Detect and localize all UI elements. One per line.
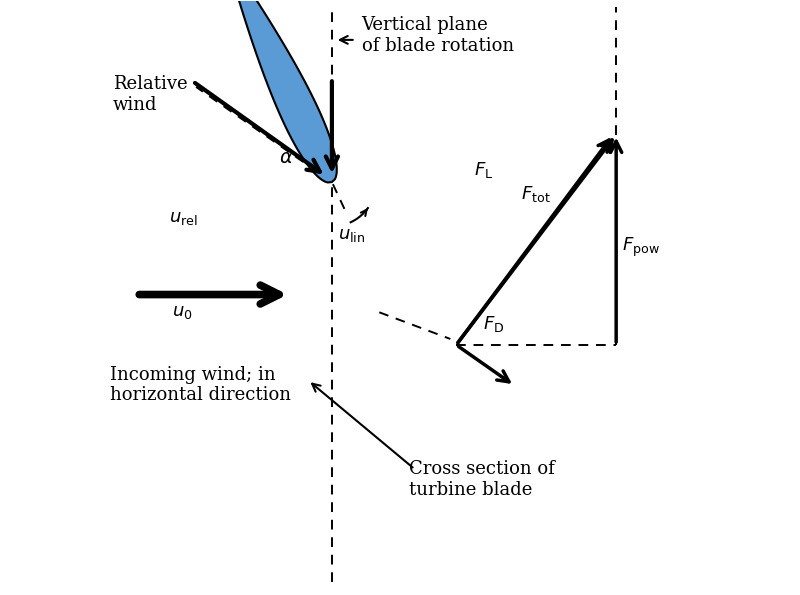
Text: $F_\mathrm{D}$: $F_\mathrm{D}$: [483, 314, 504, 334]
Text: Incoming wind; in
horizontal direction: Incoming wind; in horizontal direction: [110, 365, 291, 405]
Text: $\alpha$: $\alpha$: [278, 149, 293, 167]
Text: $F_\mathrm{tot}$: $F_\mathrm{tot}$: [522, 184, 551, 204]
Text: Vertical plane
of blade rotation: Vertical plane of blade rotation: [362, 16, 514, 55]
Polygon shape: [226, 0, 337, 183]
Text: $u_\mathrm{rel}$: $u_\mathrm{rel}$: [169, 209, 198, 227]
Text: Relative
wind: Relative wind: [113, 76, 187, 114]
Text: $u_0$: $u_0$: [172, 303, 193, 321]
Text: $F_\mathrm{pow}$: $F_\mathrm{pow}$: [622, 236, 660, 259]
Text: $u_\mathrm{lin}$: $u_\mathrm{lin}$: [338, 226, 365, 245]
Text: $F_\mathrm{L}$: $F_\mathrm{L}$: [474, 160, 494, 180]
Text: Cross section of
turbine blade: Cross section of turbine blade: [409, 461, 554, 499]
